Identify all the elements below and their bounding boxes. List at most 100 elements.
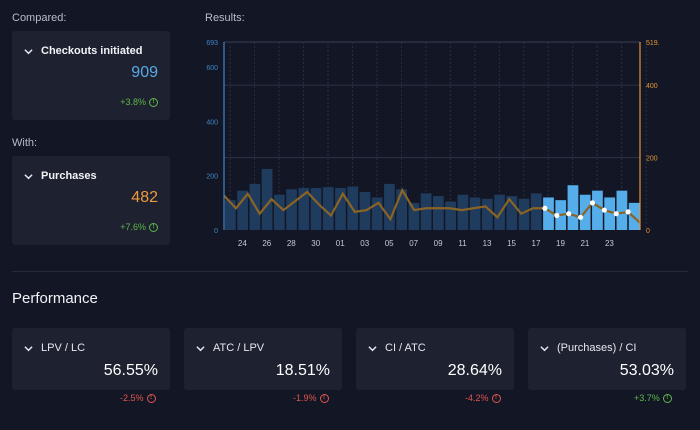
performance-title: Performance <box>12 290 98 307</box>
perf-card-toggle[interactable]: CI / ATC <box>368 342 426 354</box>
chart-bar <box>396 189 408 230</box>
x-tick-label: 09 <box>434 239 443 248</box>
checkouts-delta: +3.8% ! <box>120 97 158 107</box>
chart-point <box>577 214 584 220</box>
chevron-down-icon <box>24 345 33 351</box>
right-tick-label: 0 <box>646 228 650 235</box>
chevron-down-icon <box>24 173 33 179</box>
delta-text: +7.6% <box>120 222 146 232</box>
card-title: LPV / LC <box>41 342 86 354</box>
chart-bar <box>335 187 346 230</box>
x-tick-label: 07 <box>409 239 418 248</box>
x-tick-label: 30 <box>311 239 320 248</box>
chart-bar <box>420 193 432 230</box>
info-icon[interactable]: ! <box>149 222 158 232</box>
divider <box>12 271 688 272</box>
chart-bar <box>592 190 603 230</box>
x-tick-label: 05 <box>385 239 394 248</box>
chart-bar <box>518 198 530 230</box>
perf-value: 18.51% <box>275 362 330 379</box>
chart-bar <box>481 198 493 230</box>
chart-bar <box>604 197 616 230</box>
perf-card-atc-lpv[interactable]: ATC / LPV 18.51% <box>184 328 342 390</box>
perf-card-toggle[interactable]: ATC / LPV <box>196 342 264 354</box>
chevron-down-icon <box>196 345 205 351</box>
purchases-toggle[interactable]: Purchases <box>24 170 97 182</box>
chart-point <box>542 205 548 211</box>
info-icon[interactable]: ! <box>319 393 329 403</box>
chart-bar <box>408 202 420 230</box>
chart-bar <box>273 194 285 230</box>
perf-delta-purchases-ci: +3.7% ! <box>634 393 688 403</box>
x-tick-label: 26 <box>262 239 271 248</box>
card-title: Checkouts initiated <box>41 45 143 57</box>
info-icon[interactable]: ! <box>491 393 501 403</box>
chart-point <box>613 211 619 217</box>
perf-card-toggle[interactable]: LPV / LC <box>24 342 85 354</box>
chart-bar <box>384 183 395 230</box>
chart-bar <box>457 194 469 230</box>
info-icon[interactable]: ! <box>149 97 158 107</box>
x-tick-label: 13 <box>483 239 492 248</box>
chart-point <box>589 200 596 206</box>
chart-bar <box>469 197 481 230</box>
x-tick-label: 21 <box>580 239 589 248</box>
chart-bar <box>445 201 456 230</box>
purchases-delta: +7.6% ! <box>120 222 158 232</box>
chevron-down-icon <box>24 48 33 54</box>
x-tick-label: 11 <box>458 239 467 248</box>
chart-bar <box>237 190 248 230</box>
purchases-value: 482 <box>131 189 158 206</box>
card-title: Purchases <box>41 170 97 182</box>
chart-bar <box>286 189 297 230</box>
with-label: With: <box>12 137 38 149</box>
x-tick-label: 23 <box>605 239 614 248</box>
checkouts-initiated-toggle[interactable]: Checkouts initiated <box>24 45 142 57</box>
perf-value: 56.55% <box>103 362 158 379</box>
perf-delta-atc-lpv: -1.9% ! <box>293 393 688 403</box>
delta-text: -1.9% <box>293 393 317 403</box>
chevron-down-icon <box>540 345 549 351</box>
perf-card-purchases-ci[interactable]: (Purchases) / CI 53.03% <box>528 328 686 390</box>
chart-bar <box>322 187 334 230</box>
checkouts-initiated-card[interactable]: Checkouts initiated 909 +3.8% ! <box>12 31 170 120</box>
x-tick-label: 24 <box>238 239 247 248</box>
chart-bar <box>310 187 322 230</box>
chart-bar <box>371 197 383 230</box>
x-tick-label: 19 <box>556 239 565 248</box>
purchases-card[interactable]: Purchases 482 +7.6% ! <box>12 156 170 245</box>
x-tick-label: 01 <box>336 239 345 248</box>
info-icon[interactable]: ! <box>662 393 672 403</box>
left-tick-label: 0 <box>214 228 218 235</box>
chevron-down-icon <box>368 345 377 351</box>
perf-card-ci-atc[interactable]: CI / ATC 28.64% <box>356 328 514 390</box>
chart-point <box>554 212 560 219</box>
results-label: Results: <box>205 12 245 24</box>
perf-card-toggle[interactable]: (Purchases) / CI <box>540 342 636 354</box>
left-tick-label: 400 <box>206 119 218 126</box>
x-tick-label: 17 <box>532 239 541 248</box>
perf-card-lpv-lc[interactable]: LPV / LC 56.55% <box>12 328 170 390</box>
x-tick-label: 28 <box>287 239 296 248</box>
x-tick-label: 15 <box>507 239 516 248</box>
delta-text: +3.7% <box>634 393 660 403</box>
card-title: ATC / LPV <box>213 342 265 354</box>
chart-bar <box>298 187 310 230</box>
right-axis-max-label: 519.2 <box>646 40 660 47</box>
right-tick-label: 400 <box>646 83 658 90</box>
chart-bar <box>433 196 444 230</box>
info-icon[interactable]: ! <box>146 393 156 403</box>
perf-delta-lpv-lc: -2.5% ! <box>120 393 156 403</box>
left-tick-label: 600 <box>206 65 218 72</box>
checkouts-value: 909 <box>131 64 158 81</box>
chart-bar <box>225 200 236 230</box>
card-title: CI / ATC <box>385 342 426 354</box>
chart-bar <box>530 193 542 230</box>
delta-text: -2.5% <box>120 393 144 403</box>
perf-delta-ci-atc: -4.2% ! <box>465 393 688 403</box>
chart-point <box>601 207 607 213</box>
left-tick-label: 200 <box>206 174 218 181</box>
chart-bar <box>543 197 554 230</box>
results-chart[interactable]: 693 0 200 400 600 519.2 0 200 400 24 26 28 30 01 03 05 0… <box>200 32 660 252</box>
chart-bar <box>567 185 579 230</box>
